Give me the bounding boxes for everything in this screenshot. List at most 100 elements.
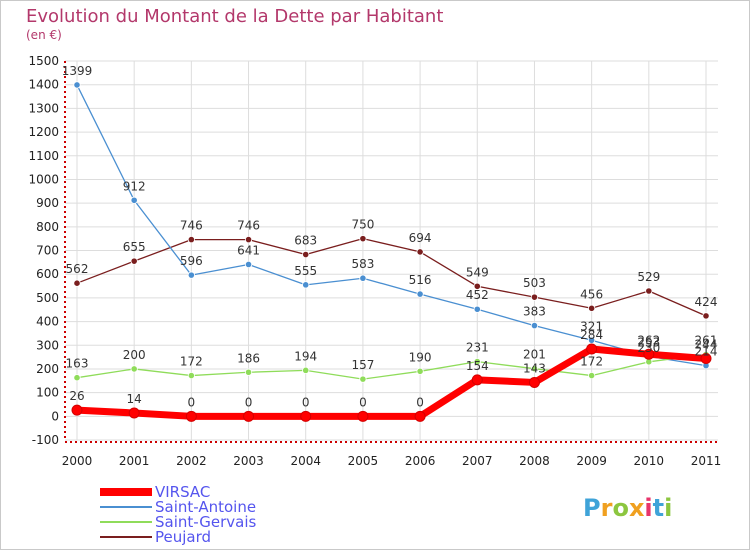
data-label-virsac: 0: [302, 395, 310, 409]
point-virsac: [586, 343, 598, 355]
data-label-peujard: 424: [695, 295, 718, 309]
data-label-peujard: 503: [523, 276, 546, 290]
data-label-layer: 562 655 746 746 683 750 694 549 503 456 529 424 1399…: [62, 64, 718, 409]
y-tick-label: 100: [36, 386, 59, 400]
data-label-saint-antoine: 383: [523, 305, 546, 319]
data-label-virsac: 154: [466, 359, 489, 373]
data-label-saint-gervais: 186: [237, 351, 260, 365]
x-tick-label: 2004: [290, 454, 321, 468]
y-tick-label: 1500: [28, 54, 59, 68]
data-label-saint-antoine: 912: [123, 179, 146, 193]
data-label-saint-antoine: 253: [637, 335, 660, 349]
point-saint-gervais: [130, 365, 138, 373]
y-tick-label: 1200: [28, 125, 59, 139]
data-label-saint-antoine: 214: [695, 345, 718, 359]
point-virsac: [357, 410, 369, 422]
series-line-saint-gervais: [76, 353, 707, 380]
data-label-virsac: 0: [188, 395, 196, 409]
x-tick-label: 2008: [519, 454, 550, 468]
point-saint-antoine: [302, 281, 310, 289]
point-virsac: [300, 410, 312, 422]
data-label-saint-antoine: 641: [237, 243, 260, 257]
data-label-peujard: 456: [580, 287, 603, 301]
point-peujard: [416, 248, 424, 256]
logo-letter: x: [629, 494, 645, 522]
point-saint-antoine: [73, 81, 81, 89]
x-tick-label: 2006: [405, 454, 436, 468]
point-peujard: [187, 236, 195, 244]
point-peujard: [530, 293, 539, 301]
x-tick-label: 2007: [462, 454, 493, 468]
data-label-virsac: 0: [416, 395, 424, 409]
legend-label-virsac: VIRSAC: [155, 483, 210, 501]
point-virsac: [471, 374, 483, 386]
data-label-saint-gervais: 190: [409, 350, 432, 364]
data-label-peujard: 655: [123, 240, 146, 254]
point-peujard: [302, 250, 310, 259]
point-peujard: [588, 304, 596, 312]
data-label-virsac: 143: [523, 361, 546, 375]
y-tick-label: 400: [36, 315, 59, 329]
y-tick-label: 1400: [28, 78, 59, 92]
legend-label-saint-gervais: Saint-Gervais: [155, 513, 256, 531]
y-tick-label: 500: [36, 291, 59, 305]
point-virsac: [700, 353, 712, 365]
x-tick-label: 2000: [62, 454, 93, 468]
data-label-saint-antoine: 321: [580, 319, 603, 333]
point-peujard: [645, 287, 653, 295]
chart-title: Evolution du Montant de la Dette par Hab…: [26, 6, 443, 27]
data-label-saint-antoine: 452: [466, 288, 489, 302]
logo-letter: i: [644, 494, 652, 522]
point-peujard: [473, 282, 481, 290]
y-tick-label: 300: [36, 338, 59, 352]
series-layer: [71, 81, 712, 422]
data-label-saint-gervais: 172: [180, 355, 203, 369]
logo-letter: r: [601, 494, 613, 522]
point-saint-antoine: [473, 305, 481, 313]
point-virsac: [643, 348, 655, 360]
x-tick-label: 2011: [691, 454, 722, 468]
data-label-saint-antoine: 1399: [62, 64, 93, 78]
data-label-saint-gervais: 200: [123, 348, 146, 362]
point-saint-antoine: [530, 321, 539, 330]
point-saint-antoine: [359, 274, 367, 282]
data-label-peujard: 683: [294, 234, 317, 248]
point-saint-gervais: [73, 374, 81, 382]
point-peujard: [359, 235, 367, 243]
data-label-peujard: 750: [351, 218, 374, 232]
data-label-peujard: 694: [409, 231, 432, 245]
point-peujard: [244, 236, 253, 244]
point-saint-gervais: [244, 368, 253, 376]
point-saint-gervais: [473, 357, 481, 366]
axis-layer: -100010020030040050060070080090010001100…: [28, 54, 721, 468]
point-saint-gervais: [416, 367, 424, 375]
data-label-virsac: 0: [245, 395, 253, 409]
data-label-peujard: 562: [66, 262, 89, 276]
data-label-saint-gervais: 231: [466, 341, 489, 355]
data-label-virsac: 284: [580, 328, 603, 342]
logo-letter: o: [612, 494, 629, 522]
point-peujard: [130, 257, 138, 265]
series-line-saint-antoine: [76, 84, 707, 367]
point-saint-antoine: [244, 260, 253, 269]
data-label-virsac: 14: [127, 392, 142, 406]
x-tick-label: 2010: [634, 454, 665, 468]
data-label-virsac: 26: [69, 389, 84, 403]
legend-label-saint-antoine: Saint-Antoine: [155, 498, 256, 516]
x-tick-label: 2005: [348, 454, 379, 468]
point-virsac: [243, 410, 255, 422]
point-virsac: [71, 404, 83, 416]
point-saint-gervais: [187, 371, 195, 380]
point-virsac: [414, 410, 426, 422]
y-tick-label: 1100: [28, 149, 59, 163]
point-saint-gervais: [302, 366, 310, 374]
point-saint-antoine: [130, 196, 138, 204]
data-label-peujard: 746: [237, 219, 260, 233]
grid-layer: [65, 60, 718, 441]
point-saint-gervais: [588, 371, 596, 380]
logo-letter: i: [664, 494, 672, 522]
data-label-virsac: 262: [637, 333, 660, 347]
chart-subtitle: (en €): [26, 28, 62, 42]
